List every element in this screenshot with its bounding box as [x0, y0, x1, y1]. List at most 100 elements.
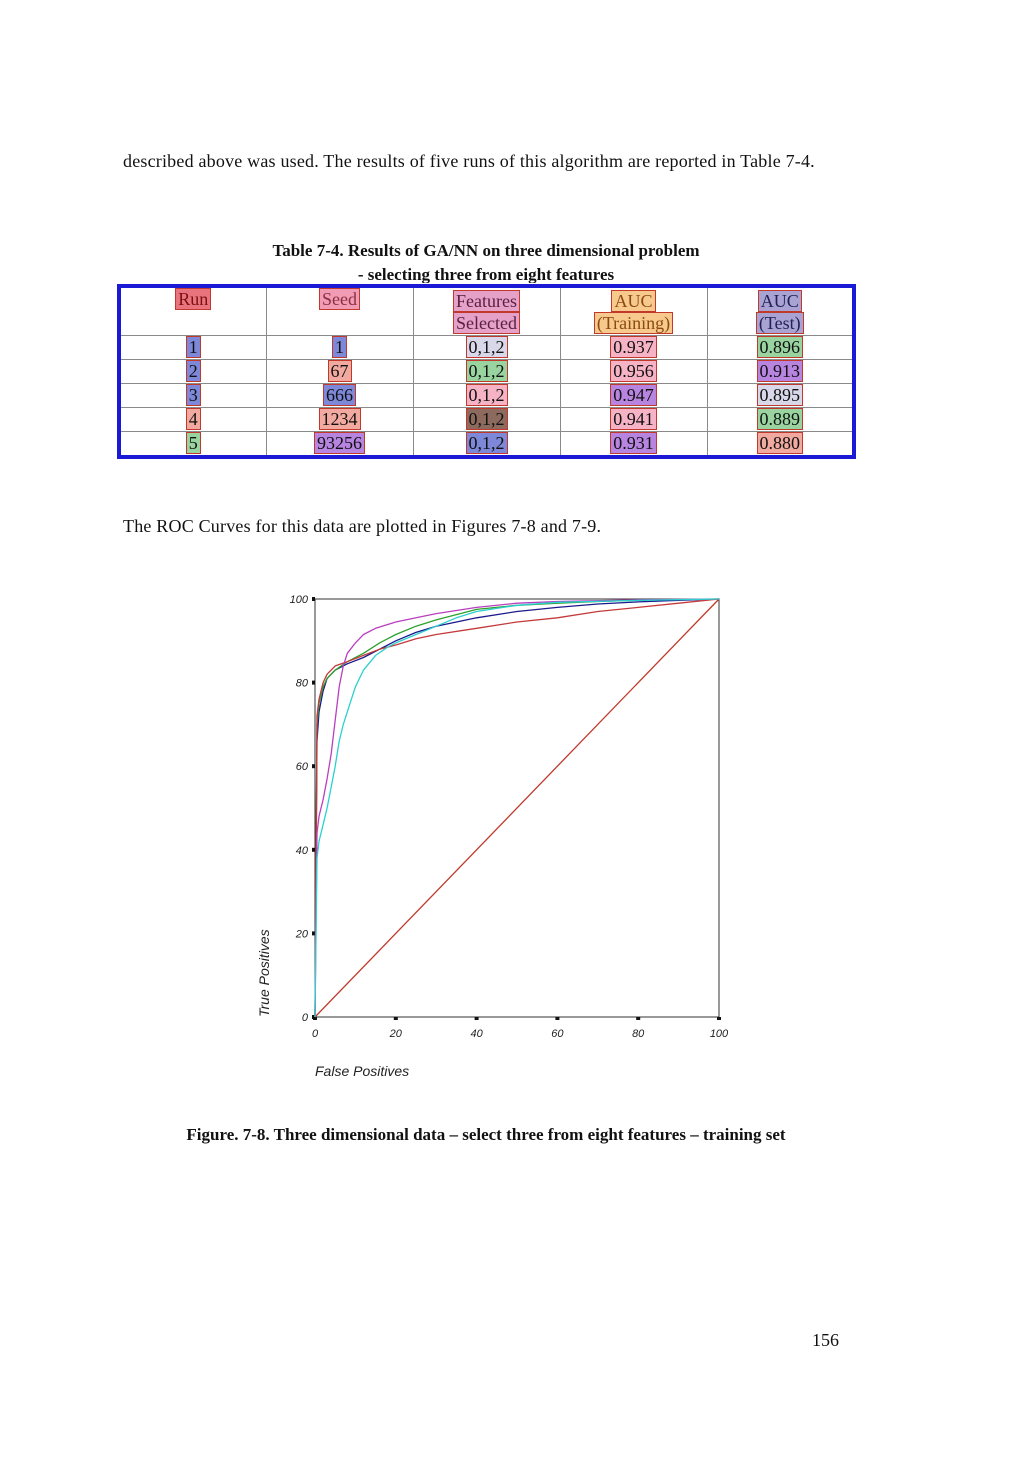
header-features-line1: Features — [453, 289, 520, 312]
header-auc-training: AUC (Training) — [559, 285, 708, 336]
roc-curve — [314, 598, 720, 1018]
intro-paragraph: described above was used. The results of… — [123, 151, 815, 171]
figure-caption: Figure. 7-8. Three dimensional data – se… — [186, 1125, 786, 1144]
header-features: Features Selected — [412, 285, 561, 336]
cell-auc-test-value: 0.889 — [756, 408, 803, 430]
cell-run-value: 1 — [185, 336, 201, 358]
cell-run: 5 — [118, 431, 267, 458]
table-title: Table 7-4. Results of GA/NN on three dim… — [272, 241, 700, 260]
y-tick-label: 100 — [290, 594, 309, 606]
roc-chart: 0 20 40 60 80 100 0 20 40 60 80 100 False Positives… — [256, 594, 729, 1079]
cell-auc-training-value: 0.941 — [610, 408, 657, 430]
header-features-line2: Selected — [453, 311, 520, 334]
roc-curve — [314, 598, 720, 1018]
cell-run: 3 — [118, 383, 267, 408]
cell-auc-test: 0.896 — [706, 335, 855, 360]
x-tick — [636, 1017, 641, 1020]
cell-features-value: 0,1,2 — [465, 432, 508, 454]
cell-features: 0,1,2 — [412, 431, 561, 458]
y-tick-label: 80 — [296, 678, 309, 690]
table-row: 3 666 0,1,2 0.947 0.895 — [118, 383, 855, 408]
header-seed-label: Seed — [319, 288, 360, 310]
table-row: 4 1234 0,1,2 0.941 0.889 — [118, 407, 855, 432]
cell-auc-training: 0.941 — [559, 407, 708, 432]
y-tick-label: 0 — [302, 1012, 309, 1024]
cell-auc-training-value: 0.947 — [610, 384, 657, 406]
roc-curve — [314, 598, 720, 1018]
cell-seed: 666 — [265, 383, 414, 408]
table-row: 1 1 0,1,2 0.937 0.896 — [118, 335, 855, 360]
cell-seed: 67 — [265, 359, 414, 384]
x-tick-label: 80 — [632, 1028, 645, 1040]
cell-seed-value: 1 — [332, 336, 347, 358]
y-tick-label: 40 — [296, 845, 309, 857]
cell-run-value: 3 — [185, 384, 201, 406]
cell-auc-test: 0.880 — [706, 431, 855, 458]
cell-auc-test: 0.889 — [706, 407, 855, 432]
header-auc-test-line2: (Test) — [755, 311, 804, 334]
y-axis-label: True Positives — [256, 929, 272, 1017]
header-auc-training-line2: (Training) — [593, 311, 674, 334]
cell-auc-test: 0.913 — [706, 359, 855, 384]
header-auc-test: AUC (Test) — [706, 285, 855, 336]
x-tick — [555, 1017, 560, 1020]
x-tick-label: 40 — [470, 1028, 483, 1040]
header-run-label: Run — [175, 288, 212, 310]
header-auc-training-line1: AUC — [611, 289, 656, 312]
cell-auc-test-value: 0.895 — [756, 384, 803, 406]
cell-features-value: 0,1,2 — [465, 360, 508, 382]
cell-run-value: 5 — [185, 432, 201, 454]
cell-features-value: 0,1,2 — [465, 336, 508, 358]
x-tick — [393, 1017, 398, 1020]
cell-auc-test: 0.895 — [706, 383, 855, 408]
header-auc-test-line1: AUC — [757, 289, 802, 312]
cell-features: 0,1,2 — [412, 359, 561, 384]
y-tick-label: 20 — [295, 928, 309, 940]
table-subtitle: - selecting three from eight features — [357, 265, 615, 283]
x-tick — [474, 1017, 479, 1020]
diagonal-reference-line — [314, 598, 720, 1018]
x-tick — [717, 1017, 721, 1020]
cell-seed-value: 93256 — [314, 432, 365, 454]
x-tick-label: 60 — [551, 1028, 564, 1040]
cell-auc-training: 0.931 — [559, 431, 708, 458]
cell-auc-training-value: 0.956 — [610, 360, 657, 382]
plot-area: 0 20 40 60 80 100 0 20 40 60 80 100 — [290, 594, 729, 1040]
cell-run-value: 4 — [185, 408, 201, 430]
y-tick-label: 60 — [296, 761, 309, 773]
y-tick — [312, 680, 315, 685]
y-tick — [312, 847, 315, 852]
y-tick — [312, 931, 315, 936]
cell-auc-test-value: 0.896 — [756, 336, 803, 358]
cell-auc-training: 0.937 — [559, 335, 708, 360]
cell-auc-training: 0.947 — [559, 383, 708, 408]
cell-features: 0,1,2 — [412, 335, 561, 360]
header-run: Run — [118, 285, 267, 336]
cell-seed-value: 1234 — [318, 408, 361, 430]
cell-features: 0,1,2 — [412, 407, 561, 432]
x-tick-label: 0 — [312, 1028, 319, 1040]
roc-curve — [314, 598, 720, 1018]
cell-run: 2 — [118, 359, 267, 384]
cell-seed-value: 666 — [323, 384, 356, 406]
cell-auc-training: 0.956 — [559, 359, 708, 384]
y-tick — [312, 764, 315, 769]
cell-seed: 93256 — [265, 431, 414, 458]
results-table: Run Seed Features Selected AUC (Training… — [117, 284, 856, 459]
cell-run: 1 — [118, 335, 267, 360]
x-tick — [313, 1017, 317, 1020]
cell-features-value: 0,1,2 — [465, 384, 508, 406]
plot-frame — [314, 598, 720, 1018]
header-seed: Seed — [265, 285, 414, 336]
cell-run: 4 — [118, 407, 267, 432]
cell-auc-test-value: 0.880 — [756, 432, 803, 454]
x-tick-label: 100 — [710, 1028, 729, 1040]
cell-seed-value: 67 — [327, 360, 352, 382]
cell-features: 0,1,2 — [412, 383, 561, 408]
x-tick-label: 20 — [389, 1028, 403, 1040]
table-row: 5 93256 0,1,2 0.931 0.880 — [118, 431, 855, 458]
cell-auc-training-value: 0.931 — [610, 432, 657, 454]
cell-seed: 1234 — [265, 407, 414, 432]
roc-paragraph: The ROC Curves for this data are plotted… — [123, 516, 602, 536]
cell-features-value: 0,1,2 — [465, 408, 508, 430]
